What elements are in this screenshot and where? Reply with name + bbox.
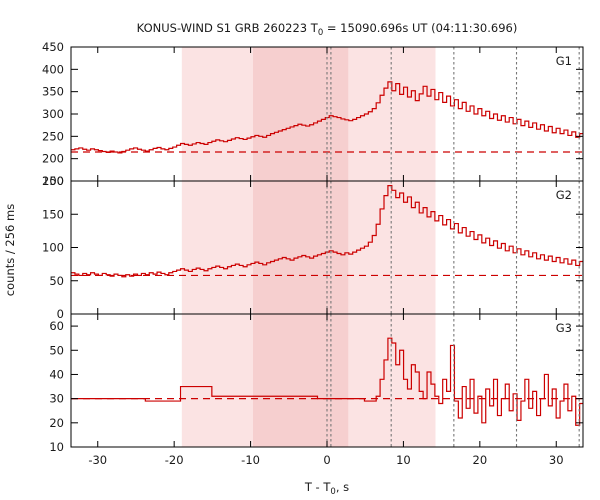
x-tick-label: 0 xyxy=(323,453,330,467)
y-axis-label: counts / 256 ms xyxy=(3,204,17,296)
y-tick-label: 150 xyxy=(42,207,64,221)
shaded-band-0 xyxy=(181,47,253,181)
y-tick-label: 20 xyxy=(49,416,64,430)
x-tick-label: -10 xyxy=(241,453,260,467)
y-tick-label: 450 xyxy=(42,40,64,54)
y-tick-label: 10 xyxy=(49,440,64,454)
y-tick-label: 400 xyxy=(42,62,64,76)
shaded-band-2 xyxy=(348,181,436,314)
y-tick-label: 50 xyxy=(49,343,64,357)
shaded-band-0 xyxy=(181,181,253,314)
shaded-band-0 xyxy=(181,314,253,447)
y-tick-label: 150 xyxy=(42,174,64,188)
panel-label-g2: G2 xyxy=(556,188,572,202)
shaded-band-1 xyxy=(252,47,349,181)
x-tick-label: 10 xyxy=(396,453,411,467)
y-tick-label: 300 xyxy=(42,107,64,121)
y-tick-label: 0 xyxy=(57,307,64,321)
y-tick-label: 200 xyxy=(42,152,64,166)
y-tick-label: 100 xyxy=(42,241,64,255)
y-tick-label: 50 xyxy=(49,274,64,288)
shaded-band-1 xyxy=(252,181,349,314)
panels-group: 150200250300350400450G1050100150200G2102… xyxy=(42,40,584,467)
x-axis-label: T - T0, s xyxy=(304,480,349,497)
x-tick-label: -20 xyxy=(165,453,184,467)
x-tick-label: 20 xyxy=(473,453,488,467)
y-tick-label: 350 xyxy=(42,85,64,99)
light-curve-g1 xyxy=(71,81,583,154)
panel-g3: 10 20 30 40 50 60 -30 -20 -10 0 10 20 30 G3 xyxy=(49,313,584,467)
x-tick-label: -30 xyxy=(88,453,107,467)
light-curve-g2 xyxy=(71,185,583,278)
light-curve-g3 xyxy=(71,337,583,426)
x-tick-label: 30 xyxy=(549,453,564,467)
shaded-band-1 xyxy=(252,314,349,447)
y-tick-label: 30 xyxy=(49,392,64,406)
y-tick-label: 200 xyxy=(42,174,64,188)
panel-label-g3: G3 xyxy=(556,321,572,335)
shaded-band-2 xyxy=(348,314,436,447)
shaded-band-2 xyxy=(348,47,436,181)
panel-label-g1: G1 xyxy=(556,54,572,68)
y-tick-label: 40 xyxy=(49,367,64,381)
y-tick-label: 250 xyxy=(42,129,64,143)
y-tick-label: 60 xyxy=(49,319,64,333)
figure-title: KONUS-WIND S1 GRB 260223 T0 = 15090.696s… xyxy=(137,21,518,38)
